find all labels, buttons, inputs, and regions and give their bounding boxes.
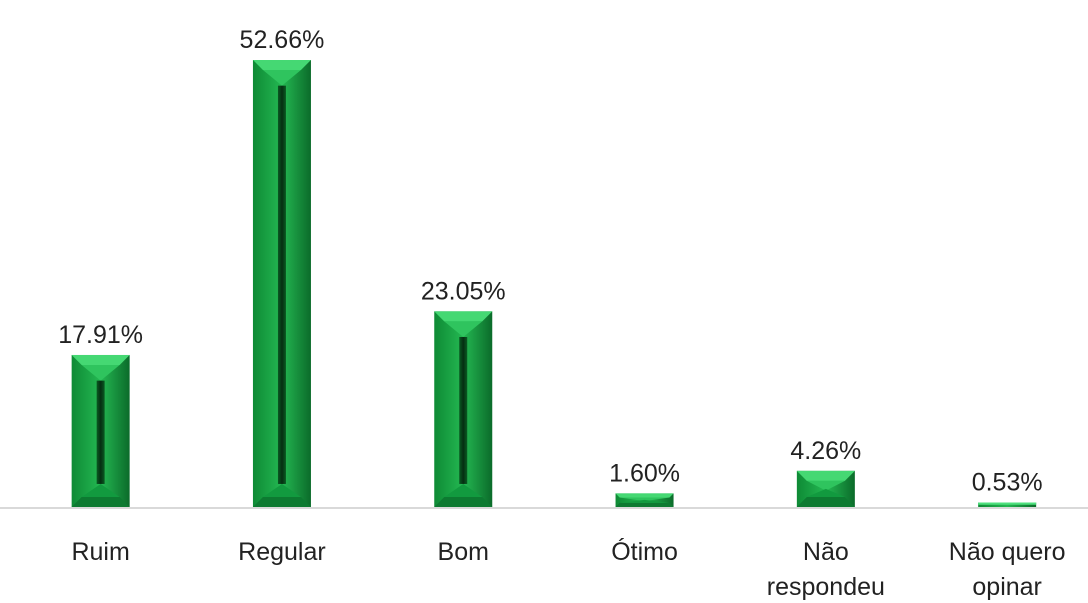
bar [978,502,1037,507]
bar-value-label: 1.60% [609,459,680,487]
category-label: Ótimo [611,537,678,566]
category-labels-group: Ruim Regular Bom Ótimo Não respondeu Não quero… [71,537,1065,601]
category-label: Ruim [71,538,129,566]
value-labels-group: 17.91% 52.66% 23.05% 1.60% 4.26% 0.53% [58,26,1042,497]
category-label: Não quero opinar [949,538,1066,601]
bar [615,493,674,507]
bar-value-label: 52.66% [240,26,325,54]
bars-group [71,60,1037,507]
bar-value-label: 17.91% [58,321,143,349]
bar [796,470,855,507]
bar-value-label: 23.05% [421,277,506,305]
bar [252,60,311,507]
bar [434,311,493,507]
bar-value-label: 0.53% [972,469,1043,497]
category-label: Regular [238,538,326,566]
category-label: Bom [438,538,489,566]
bar-value-label: 4.26% [790,437,861,465]
category-label: Não respondeu [767,538,885,601]
bar [71,354,130,507]
